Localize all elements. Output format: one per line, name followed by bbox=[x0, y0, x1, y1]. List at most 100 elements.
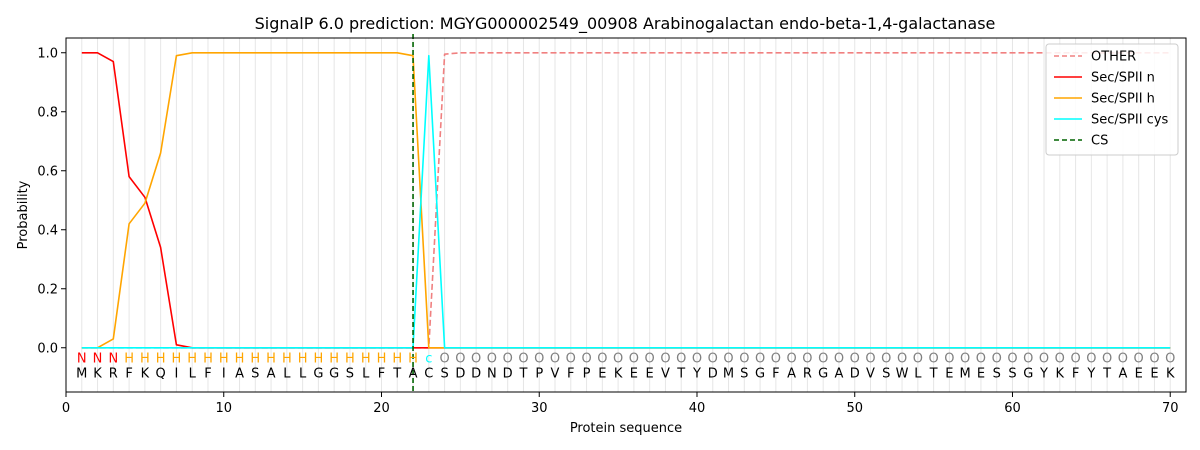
residue-letter: D bbox=[455, 366, 465, 381]
residue-letter: G bbox=[1023, 366, 1033, 381]
residue-letter: T bbox=[518, 366, 527, 381]
y-tick-label: 0.6 bbox=[37, 164, 58, 179]
residue-letter: A bbox=[1118, 366, 1127, 381]
residue-letter: G bbox=[329, 366, 339, 381]
residue-letter: K bbox=[1166, 366, 1175, 381]
region-label: O bbox=[1055, 352, 1065, 367]
residue-letter: T bbox=[929, 366, 938, 381]
region-label: O bbox=[976, 352, 986, 367]
region-label: O bbox=[503, 352, 513, 367]
residue-letter: L bbox=[299, 366, 307, 381]
region-label: O bbox=[755, 352, 765, 367]
series-line-sec-spii-n bbox=[81, 51, 1171, 349]
residue-letter: M bbox=[76, 366, 87, 381]
region-label: H bbox=[314, 352, 324, 367]
region-label: O bbox=[1007, 352, 1017, 367]
residue-letter: A bbox=[267, 366, 276, 381]
region-label: N bbox=[77, 352, 87, 367]
region-label: H bbox=[377, 352, 387, 367]
region-label: O bbox=[739, 352, 749, 367]
residue-letter: A bbox=[835, 366, 844, 381]
series-line-sec-spii-cys bbox=[81, 54, 1171, 349]
residue-letter: V bbox=[866, 366, 875, 381]
legend: OTHER Sec/SPII n Sec/SPII h Sec/SPII cys CS bbox=[1045, 43, 1179, 156]
residue-letter: T bbox=[392, 366, 401, 381]
region-label: O bbox=[581, 352, 591, 367]
region-label: N bbox=[93, 352, 103, 367]
residue-letter: G bbox=[313, 366, 323, 381]
residue-letter: E bbox=[1135, 366, 1143, 381]
region-label: O bbox=[708, 352, 718, 367]
y-axis: 0.0 0.2 0.4 0.6 0.8 1.0 bbox=[37, 46, 66, 356]
residue-letter: V bbox=[551, 366, 560, 381]
region-label: H bbox=[298, 352, 308, 367]
x-tick-label: 40 bbox=[689, 401, 706, 416]
residue-letter: Y bbox=[1086, 366, 1095, 381]
residue-letter: S bbox=[440, 366, 448, 381]
region-label: N bbox=[108, 352, 118, 367]
residue-letter: F bbox=[772, 366, 779, 381]
residue-letter: A bbox=[235, 366, 244, 381]
x-tick-label: 60 bbox=[1004, 401, 1021, 416]
residue-letter: N bbox=[487, 366, 497, 381]
region-label: H bbox=[172, 352, 182, 367]
residue-letter: I bbox=[175, 366, 179, 381]
residue-letter: C bbox=[424, 366, 433, 381]
series-line-sec-spii-h bbox=[81, 51, 1171, 349]
region-label: H bbox=[329, 352, 339, 367]
legend-label: Sec/SPII cys bbox=[1091, 113, 1169, 128]
legend-label: OTHER bbox=[1091, 50, 1136, 65]
region-label: H bbox=[235, 352, 245, 367]
residue-letter: K bbox=[93, 366, 102, 381]
residue-letter: D bbox=[471, 366, 481, 381]
residue-letter: A bbox=[787, 366, 796, 381]
region-label: O bbox=[566, 352, 576, 367]
residue-letter: S bbox=[346, 366, 354, 381]
residue-letter: L bbox=[189, 366, 197, 381]
region-label: H bbox=[361, 352, 371, 367]
residue-letter: F bbox=[125, 366, 132, 381]
residue-letter: S bbox=[1008, 366, 1016, 381]
residue-letter: G bbox=[818, 366, 828, 381]
region-label: O bbox=[897, 352, 907, 367]
region-label: O bbox=[1086, 352, 1096, 367]
region-label: O bbox=[487, 352, 497, 367]
region-label: O bbox=[534, 352, 544, 367]
region-label: O bbox=[550, 352, 560, 367]
region-label: O bbox=[1070, 352, 1080, 367]
region-label: H bbox=[345, 352, 355, 367]
region-label: H bbox=[187, 352, 197, 367]
residue-letter: V bbox=[661, 366, 670, 381]
residue-letter: E bbox=[1150, 366, 1158, 381]
region-label: O bbox=[676, 352, 686, 367]
residue-letter: T bbox=[676, 366, 685, 381]
residue-letter: E bbox=[646, 366, 654, 381]
y-tick-label: 0.8 bbox=[37, 105, 58, 120]
sequence-track: NMNKNRHFHKHQHIHLHFHIHAHSHAHLHLHGHGHSHLHF… bbox=[76, 352, 1175, 382]
x-tick-label: 70 bbox=[1162, 401, 1179, 416]
region-label: O bbox=[660, 352, 670, 367]
residue-letter: P bbox=[583, 366, 591, 381]
residue-letter: Y bbox=[692, 366, 701, 381]
residue-letter: K bbox=[614, 366, 623, 381]
region-label: O bbox=[834, 352, 844, 367]
plot-frame bbox=[65, 37, 1187, 393]
residue-letter: F bbox=[378, 366, 385, 381]
region-label: O bbox=[1023, 352, 1033, 367]
region-label: O bbox=[439, 352, 449, 367]
residue-letter: F bbox=[204, 366, 211, 381]
region-label: O bbox=[865, 352, 875, 367]
x-tick-label: 10 bbox=[215, 401, 232, 416]
region-label: O bbox=[802, 352, 812, 367]
region-label: H bbox=[392, 352, 402, 367]
region-label: O bbox=[1165, 352, 1175, 367]
region-label: O bbox=[944, 352, 954, 367]
region-label: H bbox=[408, 352, 418, 367]
x-tick-label: 20 bbox=[373, 401, 390, 416]
x-tick-label: 30 bbox=[531, 401, 548, 416]
region-label: O bbox=[771, 352, 781, 367]
region-label: O bbox=[1134, 352, 1144, 367]
region-label: H bbox=[250, 352, 260, 367]
residue-letter: R bbox=[803, 366, 812, 381]
